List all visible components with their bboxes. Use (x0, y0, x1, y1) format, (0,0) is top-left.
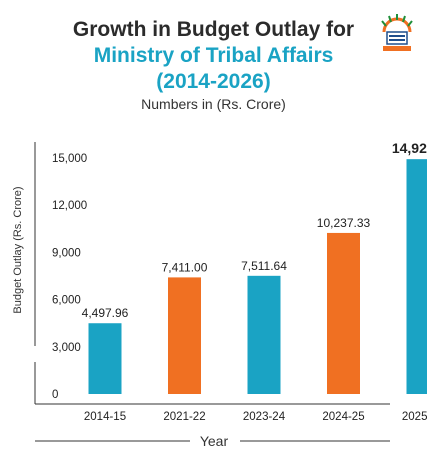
x-tick-label: 2025-26 (402, 411, 427, 423)
y-tick-label: 3,000 (52, 342, 81, 354)
y-axis-label: Budget Outlay (Rs. Crore) (12, 186, 24, 313)
x-axis-label: Year (200, 433, 229, 449)
bar-2023-24 (247, 275, 281, 394)
title-line-1: Growth in Budget Outlay for (72, 18, 355, 41)
pib-logo-icon (381, 14, 413, 51)
bar-value-label: 7,411.00 (162, 260, 208, 274)
bar-2021-22 (168, 277, 201, 394)
x-tick-label: 2014-15 (84, 411, 126, 423)
y-tick-label: 0 (52, 389, 58, 401)
bar-2024-25 (327, 232, 360, 394)
x-tick-label: 2024-25 (322, 411, 364, 423)
title-line-2: Ministry of Tribal Affairs (93, 44, 334, 67)
title-line-3: (2014-2026) (156, 70, 271, 93)
bar-value-label: 14,925.81 (392, 140, 427, 156)
bar-value-label: 7,511.64 (241, 259, 287, 273)
x-tick-label: 2021-22 (163, 411, 205, 423)
y-tick-label: 15,000 (52, 153, 87, 165)
bar-2025-26 (406, 159, 427, 394)
y-tick-label: 9,000 (52, 247, 81, 259)
chart-subtitle: Numbers in (Rs. Crore) (141, 96, 286, 112)
bar-2014-15 (88, 323, 122, 394)
bar-value-label: 4,497.96 (82, 306, 129, 320)
y-tick-label: 6,000 (52, 295, 81, 307)
x-tick-label: 2023-24 (243, 411, 286, 423)
bar-value-label: 10,237.33 (317, 216, 371, 230)
y-tick-label: 12,000 (52, 200, 87, 212)
